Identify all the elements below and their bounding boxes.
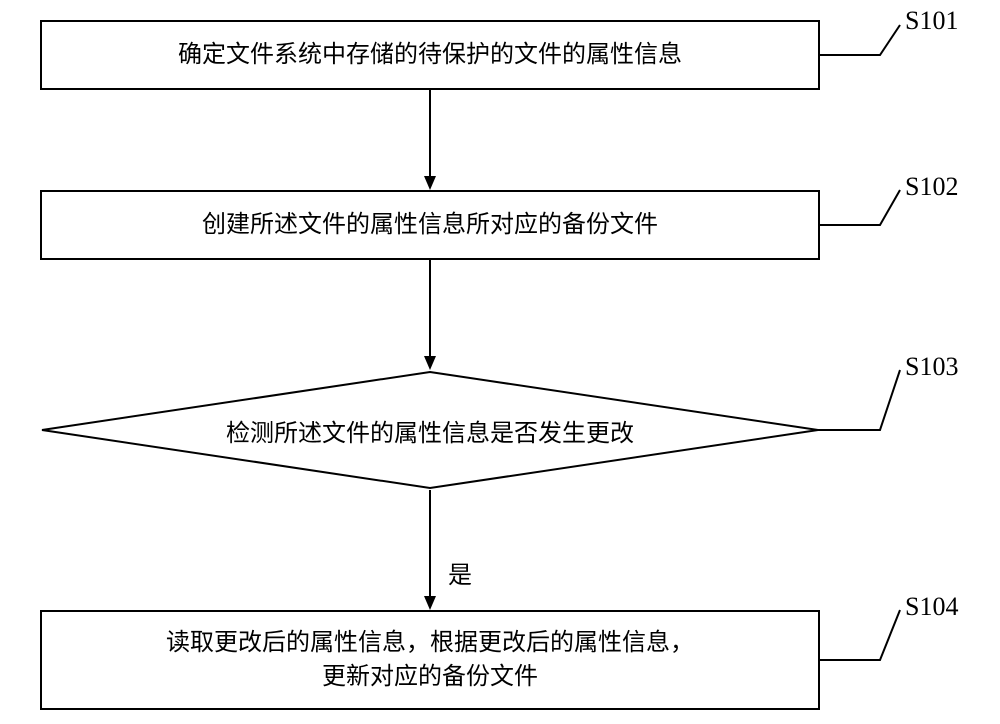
decision-box-s103: 检测所述文件的属性信息是否发生更改 xyxy=(40,370,820,490)
decision-text-s103: 检测所述文件的属性信息是否发生更改 xyxy=(226,413,634,448)
step-label-s104: S104 xyxy=(905,592,958,622)
process-text-s101: 确定文件系统中存储的待保护的文件的属性信息 xyxy=(178,38,682,72)
edge-label-yes: 是 xyxy=(448,555,472,590)
arrow-s101-s102 xyxy=(423,90,437,190)
process-box-s104: 读取更改后的属性信息，根据更改后的属性信息， 更新对应的备份文件 xyxy=(40,610,820,710)
process-box-s102: 创建所述文件的属性信息所对应的备份文件 xyxy=(40,190,820,260)
process-box-s101: 确定文件系统中存储的待保护的文件的属性信息 xyxy=(40,20,820,90)
step-label-s101: S101 xyxy=(905,6,958,36)
arrow-s103-s104 xyxy=(423,490,437,610)
process-text-s102: 创建所述文件的属性信息所对应的备份文件 xyxy=(202,208,658,242)
arrow-s102-s103 xyxy=(423,260,437,370)
step-label-s103: S103 xyxy=(905,352,958,382)
step-label-s102: S102 xyxy=(905,172,958,202)
process-text-s104: 读取更改后的属性信息，根据更改后的属性信息， 更新对应的备份文件 xyxy=(166,626,694,693)
